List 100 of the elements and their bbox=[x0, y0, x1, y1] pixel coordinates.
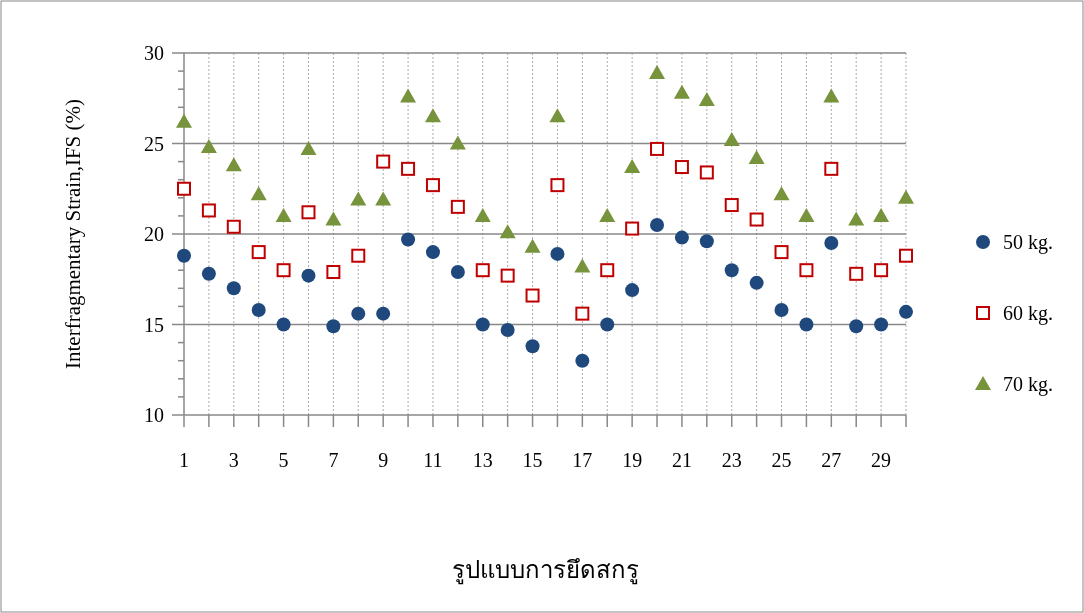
point bbox=[748, 149, 765, 164]
point bbox=[450, 265, 465, 280]
point bbox=[376, 306, 391, 321]
point bbox=[749, 275, 764, 290]
point bbox=[650, 141, 665, 156]
point bbox=[251, 245, 266, 260]
point bbox=[549, 108, 566, 123]
point bbox=[699, 165, 714, 180]
point bbox=[898, 189, 914, 204]
point bbox=[225, 157, 242, 172]
point bbox=[276, 317, 291, 332]
point bbox=[848, 211, 865, 226]
point bbox=[350, 191, 367, 206]
x-tick-label: 21 bbox=[671, 449, 692, 471]
point bbox=[401, 161, 416, 176]
y-tick-label: 20 bbox=[144, 223, 164, 245]
point bbox=[849, 266, 864, 281]
y-tick-label: 30 bbox=[144, 42, 164, 64]
x-tick-label: 13 bbox=[472, 449, 493, 471]
point bbox=[749, 212, 764, 227]
point bbox=[475, 263, 490, 278]
point bbox=[874, 317, 889, 332]
point bbox=[600, 317, 615, 332]
point bbox=[874, 263, 889, 278]
point bbox=[798, 207, 815, 222]
point bbox=[351, 306, 366, 321]
point bbox=[724, 198, 739, 213]
point bbox=[550, 246, 565, 261]
point bbox=[301, 205, 316, 220]
point bbox=[276, 263, 291, 278]
point bbox=[449, 135, 466, 150]
point bbox=[873, 207, 890, 222]
point bbox=[201, 203, 216, 218]
point bbox=[525, 288, 540, 303]
y-tick-label: 10 bbox=[144, 404, 164, 426]
point bbox=[823, 88, 840, 103]
point bbox=[375, 191, 392, 206]
point bbox=[723, 131, 740, 146]
point bbox=[250, 186, 267, 201]
point bbox=[799, 317, 814, 332]
point bbox=[899, 248, 913, 263]
point bbox=[673, 84, 690, 99]
point bbox=[525, 339, 540, 354]
point bbox=[425, 178, 440, 193]
point bbox=[899, 304, 913, 319]
point bbox=[599, 207, 616, 222]
x-tick-label: 15 bbox=[522, 449, 543, 471]
point bbox=[625, 283, 640, 298]
x-tick-label: 29 bbox=[871, 449, 892, 471]
point bbox=[500, 268, 515, 283]
legend-label: 60 kg. bbox=[1003, 302, 1053, 325]
x-tick-label: 7 bbox=[328, 449, 339, 471]
x-tick-label: 5 bbox=[278, 449, 289, 471]
point bbox=[799, 263, 814, 278]
point bbox=[401, 232, 416, 247]
point bbox=[300, 140, 317, 155]
point bbox=[550, 178, 565, 193]
point bbox=[177, 181, 191, 196]
legend-label: 70 kg. bbox=[1003, 373, 1053, 396]
point bbox=[226, 219, 241, 234]
point bbox=[275, 207, 292, 222]
point bbox=[500, 322, 515, 337]
point bbox=[774, 303, 789, 318]
point bbox=[674, 160, 689, 175]
point bbox=[574, 258, 591, 273]
y-axis-title: Interfragmentary Strain,IFS (%) bbox=[61, 99, 85, 369]
point bbox=[724, 263, 739, 278]
point bbox=[698, 92, 715, 107]
point bbox=[624, 159, 641, 174]
point bbox=[575, 353, 590, 368]
point bbox=[499, 224, 516, 239]
point bbox=[649, 64, 666, 79]
point bbox=[524, 238, 541, 253]
point bbox=[625, 221, 640, 236]
y-tick-label: 15 bbox=[144, 313, 164, 336]
point bbox=[201, 266, 216, 281]
point bbox=[251, 303, 266, 318]
x-tick-label: 27 bbox=[821, 449, 842, 471]
point bbox=[699, 234, 714, 249]
x-tick-label: 23 bbox=[721, 449, 742, 471]
point bbox=[474, 207, 491, 222]
x-tick-label: 25 bbox=[771, 449, 792, 471]
x-tick-label: 19 bbox=[622, 449, 643, 471]
point bbox=[226, 281, 241, 296]
point bbox=[674, 230, 689, 245]
point bbox=[301, 268, 316, 283]
point bbox=[326, 265, 341, 280]
x-axis-title: รูปแบบการยึดสกรู bbox=[451, 557, 639, 585]
point bbox=[849, 319, 864, 334]
point bbox=[351, 248, 366, 263]
point bbox=[424, 108, 441, 123]
point bbox=[824, 161, 839, 176]
point bbox=[773, 186, 790, 201]
x-tick-label: 9 bbox=[378, 449, 389, 471]
point bbox=[650, 217, 665, 232]
point bbox=[400, 88, 417, 103]
point bbox=[326, 319, 341, 334]
point bbox=[376, 154, 391, 169]
x-tick-label: 11 bbox=[423, 449, 443, 471]
y-tick-label: 25 bbox=[144, 132, 164, 155]
